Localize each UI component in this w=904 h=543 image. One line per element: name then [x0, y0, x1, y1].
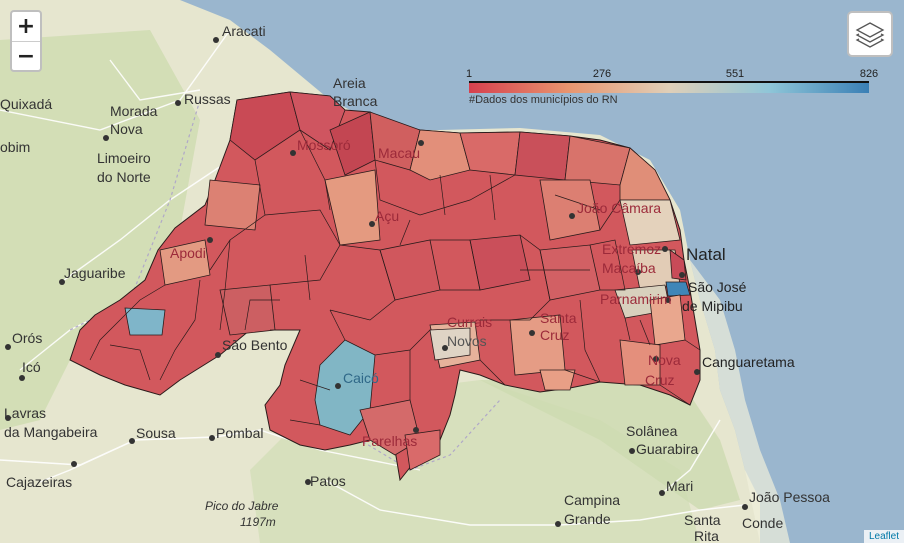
label-oros: Orós: [12, 330, 42, 346]
label-conde: Conde: [742, 515, 783, 531]
legend-color-bar: [469, 83, 869, 93]
label-morada-nova-2: Nova: [110, 121, 143, 137]
label-macau: Macau: [378, 145, 420, 161]
label-aracati: Aracati: [222, 23, 266, 39]
place-dots: [5, 37, 748, 527]
label-sao-jose: São José: [688, 279, 747, 295]
label-parelhas: Parelhas: [362, 433, 417, 449]
label-nova-cruz: Nova: [648, 352, 681, 368]
label-santa-cruz: Santa: [540, 310, 577, 326]
place-labels: Aracati Areia Branca Mossoró Macau Russa…: [0, 23, 830, 543]
label-joao-pessoa: João Pessoa: [749, 489, 830, 505]
coast-strip: [690, 260, 790, 543]
label-sao-bento: São Bento: [222, 337, 288, 353]
label-lavras-2: da Mangabeira: [4, 424, 98, 440]
label-extremoz: Extremoz: [602, 241, 661, 257]
label-canguaretama: Canguaretama: [702, 354, 795, 370]
municipality-shades: [124, 91, 691, 471]
label-russas: Russas: [184, 91, 231, 107]
label-sousa: Sousa: [136, 425, 176, 441]
zoom-out-button[interactable]: −: [16, 44, 36, 69]
label-obim: obim: [0, 139, 30, 155]
label-santa-cruz-2: Cruz: [540, 327, 570, 343]
label-quixada: Quixadá: [0, 96, 52, 112]
label-currais-novos-2: Novos: [447, 333, 487, 349]
layers-control-button[interactable]: [847, 11, 893, 57]
vegetation-area: [0, 30, 200, 430]
label-natal: Natal: [686, 245, 726, 264]
label-apodi: Apodi: [170, 245, 206, 261]
label-limoeiro: Limoeiro: [97, 150, 151, 166]
label-jaguaribe: Jaguaribe: [64, 265, 126, 281]
label-sao-jose-2: de Mipibu: [682, 298, 743, 314]
layers-icon: [855, 22, 885, 48]
label-mossoro: Mossoró: [297, 137, 351, 153]
label-macaiba: Macaíba: [602, 260, 656, 276]
label-lavras: Lavras: [4, 405, 46, 421]
label-cajazeiras: Cajazeiras: [6, 474, 72, 490]
label-areia-branca: Areia: [333, 75, 366, 91]
label-morada-nova: Morada: [110, 103, 158, 119]
label-nova-cruz-2: Cruz: [645, 372, 675, 388]
label-parnamirim: Parnamirim: [600, 291, 672, 307]
attribution-link[interactable]: Leaflet: [863, 530, 904, 543]
label-areia-branca-2: Branca: [333, 93, 378, 109]
municipality-boundaries: [89, 129, 701, 426]
vegetation-area-east: [480, 380, 740, 510]
legend-tick: 1: [465, 68, 473, 80]
label-acu: Açu: [375, 208, 399, 224]
label-santa-rita: Santa: [684, 512, 721, 528]
label-pico-altitude: 1197m: [240, 515, 276, 529]
label-campina-grande-2: Grande: [564, 511, 611, 527]
legend-tick: 276: [592, 68, 612, 80]
label-santa-rita-2: Rita: [694, 528, 719, 543]
label-campina-grande: Campina: [564, 492, 620, 508]
label-joao-camara: João Câmara: [577, 200, 661, 216]
label-caico: Caicó: [343, 370, 379, 386]
label-mari: Mari: [666, 478, 693, 494]
legend-tick: 551: [725, 68, 745, 80]
legend-caption: #Dados dos municípios do RN: [469, 94, 618, 106]
label-solanea: Solânea: [626, 423, 678, 439]
color-legend: 1 276 551 826 #Dados dos municípios do R…: [462, 66, 878, 108]
legend-axis: [469, 81, 869, 83]
label-guarabira: Guarabira: [636, 441, 698, 457]
label-patos: Patos: [310, 473, 346, 489]
zoom-in-button[interactable]: +: [12, 12, 40, 42]
zoom-control: + −: [10, 10, 42, 72]
label-currais-novos: Currais: [447, 314, 492, 330]
label-ico: Icó: [22, 359, 41, 375]
label-pombal: Pombal: [216, 425, 263, 441]
legend-tick: 826: [859, 68, 879, 80]
label-pico-do-jabre: Pico do Jabre: [205, 499, 279, 513]
label-limoeiro-2: do Norte: [97, 169, 151, 185]
